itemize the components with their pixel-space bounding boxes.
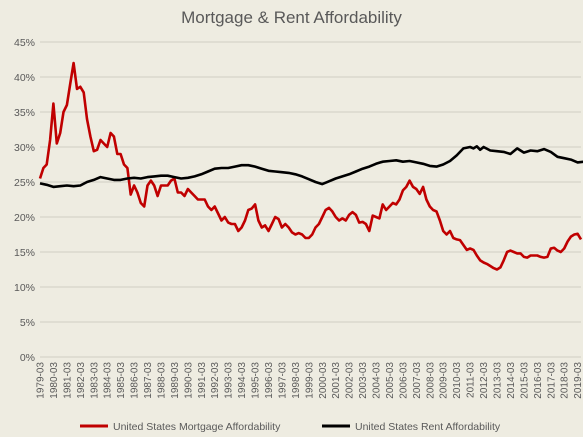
x-tick-label: 1985-03 (116, 362, 127, 399)
x-tick-label: 2004-03 (372, 362, 383, 399)
y-tick-label: 15% (14, 247, 35, 259)
x-tick-label: 1979-03 (36, 362, 47, 399)
x-tick-label: 2019-03 (573, 362, 583, 399)
x-tick-label: 1995-03 (251, 362, 262, 399)
x-tick-label: 2002-03 (345, 362, 356, 399)
x-tick-label: 2008-03 (425, 362, 436, 399)
x-tick-label: 2007-03 (412, 362, 423, 399)
x-tick-label: 2013-03 (492, 362, 503, 399)
legend-label-rent: United States Rent Affordability (355, 421, 501, 433)
legend: United States Mortgage Affordability Uni… (80, 421, 501, 433)
x-tick-label: 1986-03 (130, 362, 141, 399)
x-tick-label: 1984-03 (103, 362, 114, 399)
x-tick-label: 1991-03 (197, 362, 208, 399)
x-tick-label: 2018-03 (560, 362, 571, 399)
x-tick-label: 1996-03 (264, 362, 275, 399)
x-tick-label: 1997-03 (277, 362, 288, 399)
y-tick-label: 5% (20, 317, 35, 329)
chart-title: Mortgage & Rent Affordability (181, 8, 402, 27)
y-tick-label: 20% (14, 212, 35, 224)
y-tick-label: 30% (14, 142, 35, 154)
y-tick-label: 0% (20, 352, 35, 364)
legend-label-mortgage: United States Mortgage Affordability (113, 421, 281, 433)
x-tick-label: 2012-03 (479, 362, 490, 399)
y-tick-label: 45% (14, 37, 35, 49)
x-tick-label: 2011-03 (466, 362, 477, 398)
x-tick-label: 1981-03 (62, 362, 73, 399)
x-tick-label: 2003-03 (358, 362, 369, 399)
x-tick-label: 1988-03 (156, 362, 167, 399)
x-tick-label: 1992-03 (210, 362, 221, 399)
x-tick-label: 2015-03 (519, 362, 530, 399)
x-tick-label: 1987-03 (143, 362, 154, 399)
x-tick-label: 2016-03 (533, 362, 544, 399)
y-axis-ticks: 0% 5% 10% 15% 20% 25% 30% 35% 40% 45% (14, 37, 35, 364)
x-tick-label: 1994-03 (237, 362, 248, 399)
gridlines (40, 41, 581, 358)
y-tick-label: 40% (14, 72, 35, 84)
series-line-rent (39, 145, 583, 189)
y-tick-label: 25% (14, 177, 35, 189)
x-tick-label: 2009-03 (439, 362, 450, 399)
x-tick-label: 1998-03 (291, 362, 302, 399)
x-axis-ticks: 1979-03 1980-03 1981-03 1982-03 1983-03 1984-… (36, 362, 583, 399)
x-tick-label: 1989-03 (170, 362, 181, 399)
x-tick-label: 2006-03 (398, 362, 409, 399)
x-tick-label: 2000-03 (318, 362, 329, 399)
x-tick-label: 2017-03 (546, 362, 557, 399)
y-tick-label: 10% (14, 282, 35, 294)
x-tick-label: 2005-03 (385, 362, 396, 399)
series-line-mortgage (38, 61, 583, 271)
x-tick-label: 1999-03 (304, 362, 315, 399)
x-tick-label: 1982-03 (76, 362, 87, 399)
x-tick-label: 1983-03 (89, 362, 100, 399)
x-tick-label: 1980-03 (49, 362, 60, 399)
x-tick-label: 2014-03 (506, 362, 517, 399)
x-tick-label: 2001-03 (331, 362, 342, 399)
series-lines (38, 61, 583, 271)
x-tick-label: 2010-03 (452, 362, 463, 399)
y-tick-label: 35% (14, 107, 35, 119)
x-tick-label: 1993-03 (224, 362, 235, 399)
x-tick-label: 1990-03 (183, 362, 194, 399)
